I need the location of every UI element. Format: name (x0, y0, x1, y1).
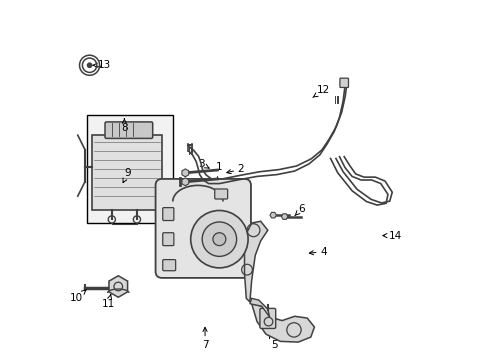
FancyBboxPatch shape (339, 78, 348, 87)
Circle shape (87, 63, 92, 67)
Polygon shape (244, 221, 267, 302)
Text: 9: 9 (123, 168, 131, 183)
FancyBboxPatch shape (163, 260, 175, 271)
Polygon shape (182, 178, 188, 186)
FancyBboxPatch shape (214, 189, 227, 199)
Text: 3: 3 (198, 159, 209, 169)
Text: 10: 10 (69, 290, 86, 303)
Circle shape (212, 233, 225, 246)
Polygon shape (249, 298, 269, 317)
Text: 14: 14 (382, 231, 401, 240)
Text: 12: 12 (312, 85, 329, 98)
Text: 2: 2 (226, 164, 244, 174)
Polygon shape (281, 214, 287, 219)
Text: 6: 6 (294, 204, 305, 216)
Text: 8: 8 (121, 119, 127, 133)
FancyBboxPatch shape (163, 233, 174, 246)
Polygon shape (251, 304, 314, 342)
Text: 1: 1 (213, 162, 222, 190)
FancyBboxPatch shape (92, 135, 162, 211)
Polygon shape (182, 169, 188, 177)
Bar (86, 116, 172, 223)
FancyBboxPatch shape (105, 122, 152, 138)
Circle shape (190, 211, 247, 268)
Text: 11: 11 (102, 294, 115, 309)
Text: 13: 13 (93, 60, 111, 70)
Circle shape (202, 222, 236, 256)
Polygon shape (269, 212, 276, 218)
FancyBboxPatch shape (260, 309, 275, 328)
Text: 7: 7 (202, 327, 208, 350)
FancyBboxPatch shape (163, 208, 174, 221)
Text: 4: 4 (309, 247, 326, 257)
FancyBboxPatch shape (155, 179, 250, 278)
Polygon shape (109, 276, 127, 297)
Text: 5: 5 (269, 334, 278, 350)
